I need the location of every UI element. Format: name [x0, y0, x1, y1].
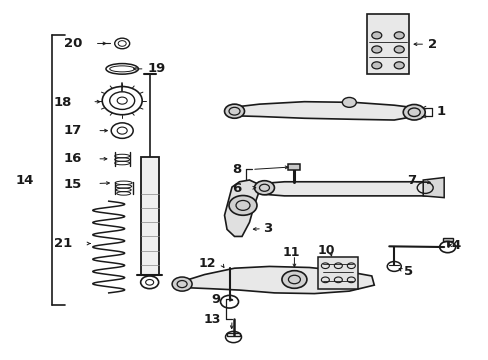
Polygon shape — [442, 238, 452, 241]
Text: 9: 9 — [211, 293, 220, 306]
Text: 6: 6 — [232, 182, 241, 195]
Polygon shape — [366, 14, 408, 74]
Text: 21: 21 — [54, 237, 72, 250]
Text: 17: 17 — [64, 124, 82, 137]
Text: 10: 10 — [317, 244, 334, 257]
Polygon shape — [262, 182, 428, 196]
Text: 19: 19 — [147, 62, 165, 75]
Text: 18: 18 — [54, 96, 72, 109]
Circle shape — [254, 181, 274, 195]
Polygon shape — [141, 157, 158, 275]
Text: 12: 12 — [198, 257, 216, 270]
Circle shape — [282, 271, 306, 288]
Text: 1: 1 — [436, 105, 445, 118]
Text: 20: 20 — [64, 37, 82, 50]
Circle shape — [393, 62, 404, 69]
Circle shape — [224, 104, 244, 118]
Circle shape — [228, 195, 257, 215]
Text: 11: 11 — [282, 246, 300, 259]
Polygon shape — [318, 257, 358, 289]
Polygon shape — [224, 180, 259, 237]
Text: 13: 13 — [203, 313, 220, 326]
Circle shape — [371, 62, 381, 69]
Polygon shape — [174, 266, 373, 294]
Text: 5: 5 — [404, 265, 412, 278]
Text: 8: 8 — [232, 163, 241, 176]
Polygon shape — [422, 177, 443, 198]
Circle shape — [393, 46, 404, 53]
Text: 15: 15 — [64, 178, 82, 191]
Text: 7: 7 — [406, 174, 415, 186]
Polygon shape — [229, 102, 413, 120]
Text: 2: 2 — [427, 38, 436, 51]
Circle shape — [172, 277, 192, 291]
Polygon shape — [288, 164, 300, 170]
Circle shape — [403, 104, 425, 120]
Circle shape — [342, 98, 356, 107]
Text: 4: 4 — [451, 239, 460, 252]
Circle shape — [371, 32, 381, 39]
Circle shape — [371, 46, 381, 53]
Circle shape — [393, 32, 404, 39]
Text: 16: 16 — [64, 152, 82, 165]
Text: 3: 3 — [263, 222, 272, 235]
Text: 14: 14 — [16, 174, 34, 186]
